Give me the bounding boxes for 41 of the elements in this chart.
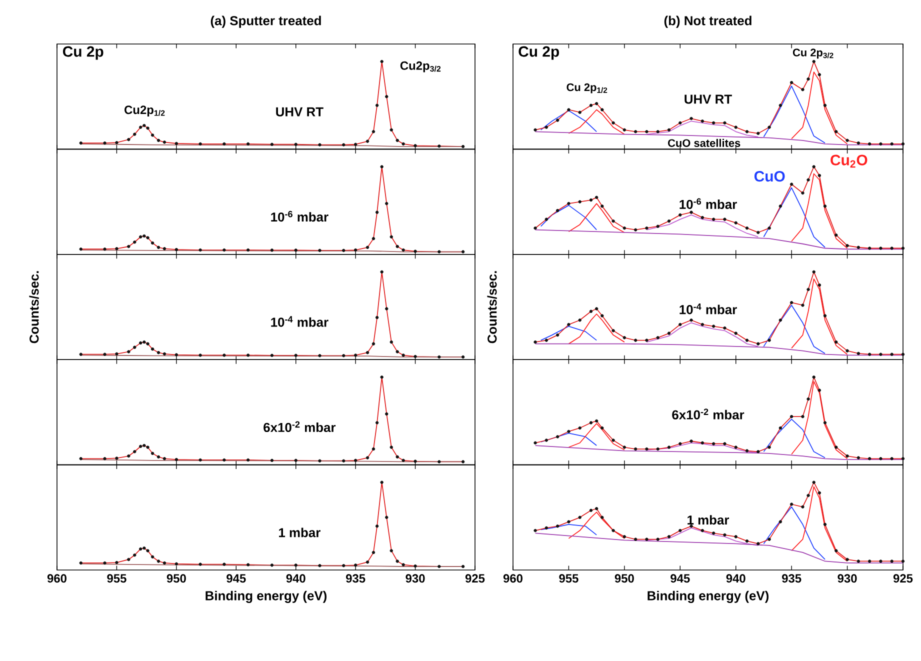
chart-title: (a) Sputter treated — [210, 16, 321, 28]
x-tick-label: 945 — [670, 574, 690, 583]
text: Cu 2p — [518, 46, 559, 60]
x-tick-label: 940 — [726, 574, 746, 583]
annotation: Cu2p$_{3/2}$ — [400, 61, 441, 72]
x-tick-label: 930 — [406, 574, 425, 583]
annotation: Cu2p$_{1/2}$ — [124, 106, 165, 116]
x-tick-label: 960 — [503, 574, 522, 583]
annotation: Cu 2p$_{1/2}$ — [566, 83, 608, 94]
x-tick-label: 940 — [286, 574, 306, 583]
text: Cu 2p$_{3/2}$ — [792, 48, 834, 59]
x-tick-label: 955 — [559, 574, 578, 583]
annotation: 10$^{-4}$ mbar — [271, 316, 328, 327]
x-tick-label: 950 — [166, 574, 186, 583]
series-label: Cu$_{2}$O — [830, 154, 868, 168]
annotation: UHV RT — [684, 94, 732, 104]
text: Cu 2p — [62, 46, 104, 60]
x-tick-label: 955 — [107, 574, 126, 583]
annotation: 10$^{-6}$ mbar — [271, 210, 328, 222]
x-tick-label: 950 — [614, 574, 634, 583]
y-axis-title: Counts/sec. — [487, 271, 497, 344]
x-tick-label: 935 — [346, 574, 366, 583]
x-tick-label: 925 — [465, 574, 485, 583]
annotation: CuO satellites — [668, 138, 740, 147]
x-axis-title: Binding energy (eV) — [206, 590, 327, 603]
annotation: UHV RT — [276, 107, 324, 116]
chart-title: (b) Not treated — [664, 16, 752, 28]
x-tick-label: 925 — [893, 574, 913, 583]
annotation: 6x10$^{-2}$ mbar — [672, 408, 744, 420]
annotation: 10$^{-6}$ mbar — [680, 198, 737, 210]
series-label: CuO — [754, 171, 785, 182]
x-tick-label: 935 — [782, 574, 802, 583]
annotation: 6x10$^{-2}$ mbar — [264, 421, 336, 432]
x-tick-label: 960 — [47, 574, 66, 583]
annotation: 1 mbar — [279, 528, 320, 538]
y-axis-title: Counts/sec. — [29, 271, 39, 344]
x-axis-title: Binding energy (eV) — [648, 590, 769, 603]
x-tick-label: 930 — [838, 574, 857, 583]
annotation: 10$^{-4}$ mbar — [680, 304, 737, 314]
x-tick-label: 945 — [226, 574, 246, 583]
annotation: 1 mbar — [688, 515, 730, 525]
